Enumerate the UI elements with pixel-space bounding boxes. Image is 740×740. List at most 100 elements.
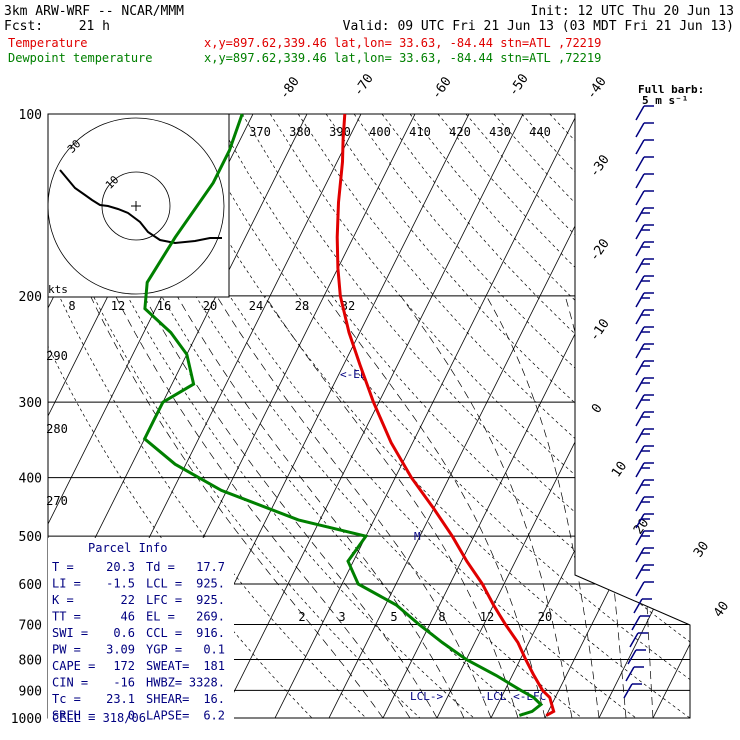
isotherm-line: [274, 114, 578, 718]
wind-barb-staff: [635, 190, 645, 206]
parcel-info-cell: SREH =: [52, 709, 95, 723]
init-time: Init: 12 UTC Thu 20 Jun 13: [531, 4, 735, 19]
wind-barb-staff: [635, 156, 645, 172]
mixing-ratio-labels: 2 3 5 8 12 20: [298, 610, 552, 624]
parcel-info-cell: SWEAT=: [146, 659, 189, 673]
wind-barb-staff: [635, 173, 645, 189]
wind-barb-staff: [635, 360, 645, 376]
wind-barb-staff: [635, 258, 645, 274]
speed-tick-label: 24: [249, 299, 263, 313]
mixing-ratio-label: 3: [338, 610, 345, 624]
isotherm-line: [220, 114, 524, 718]
wind-barb-staff: [635, 530, 645, 546]
wind-barb-staff: [635, 224, 645, 240]
theta-label: 420: [449, 125, 471, 139]
isotherm-label: -40: [584, 74, 610, 102]
parcel-info-cell: 172: [113, 659, 135, 673]
dewpoint-line: [142, 113, 544, 717]
parcel-info-cell: 16.: [203, 692, 225, 706]
isotherm-line: [328, 114, 632, 718]
pressure-labels: 100 200 300 400 500 600 700 800 900 1000: [11, 108, 42, 727]
wind-barb-staff: [635, 445, 645, 461]
isotherm-label: 10: [609, 459, 630, 480]
moist-adiabat: [564, 295, 627, 718]
parcel-info-cell: 17.7: [196, 560, 225, 574]
parcel-info-cell: 22: [121, 593, 135, 607]
isotherm-line: [598, 114, 690, 718]
parcel-info-bg: [48, 538, 234, 728]
theta-side-label: 280: [46, 422, 68, 436]
pressure-label: 700: [19, 618, 42, 633]
parcel-info-cell: SWI =: [52, 626, 88, 640]
mixing-ratio-label: 12: [480, 610, 494, 624]
parcel-info-panel: Parcel Info: [48, 538, 234, 728]
parcel-info-cell: SHEAR=: [146, 692, 189, 706]
hodograph: 30 10 kts: [47, 113, 230, 298]
wind-barb-staff: [635, 139, 645, 155]
pressure-label: 1000: [11, 712, 42, 727]
parcel-info-cell: PW =: [52, 643, 81, 657]
pressure-label: 400: [19, 472, 42, 487]
wind-barb-staff: [635, 479, 645, 495]
wind-barbs: [623, 105, 654, 699]
moist-adiabat: [400, 295, 573, 718]
theta-side-label: 270: [46, 494, 68, 508]
barb-legend-value: 5 m s⁻¹: [642, 94, 688, 107]
moist-adiabat: [264, 295, 519, 718]
theta-label: 440: [529, 125, 551, 139]
dry-adiabat: [158, 114, 690, 718]
wind-barb-staff: [629, 632, 639, 648]
parcel-info-cell: CIN =: [52, 676, 88, 690]
dry-adiabat: [437, 114, 690, 718]
dry-adiabat: [353, 114, 690, 718]
speed-tick-label: 20: [203, 299, 217, 313]
dry-adiabat: [521, 114, 690, 718]
dry-adiabat: [242, 114, 690, 718]
dry-adiabat: [297, 114, 690, 718]
hodograph-ring-outer: [47, 117, 225, 295]
isotherm-label: 30: [691, 539, 712, 560]
parcel-info-title: Parcel Info: [88, 541, 167, 555]
wind-barb-staff: [635, 292, 645, 308]
parcel-info-cell: TT =: [52, 610, 81, 624]
parcel-info-cell: LAPSE=: [146, 709, 189, 723]
wind-barb-staff: [635, 496, 645, 512]
parcel-info-cell: 6.2: [203, 709, 225, 723]
model-title: 3km ARW-WRF -- NCAR/MMM: [4, 4, 184, 19]
parcel-info-cell: 916.: [196, 626, 225, 640]
parcel-cell: CELL = 318/06: [52, 711, 146, 725]
wind-barb-staff: [635, 377, 645, 393]
isotherm-label: -70: [351, 71, 377, 99]
mixing-ratio-label: 2: [298, 610, 305, 624]
el-marker: <-EL: [340, 368, 367, 381]
hodograph-trace: [59, 169, 222, 245]
wind-barb-staff: [635, 411, 645, 427]
speed-ticks: 8 12 16 20 24 28 32: [68, 299, 355, 313]
isotherm-line: [382, 114, 686, 718]
parcel-info-cell: T =: [52, 560, 74, 574]
parcel-info-cell: 20.3: [106, 560, 135, 574]
isotherm-line: [544, 114, 690, 718]
barb-legend-title: Full barb:: [638, 83, 704, 96]
wind-barb-staff: [635, 513, 645, 529]
theta-label: 430: [489, 125, 511, 139]
legend-dewpoint: Dewpoint temperature: [8, 51, 153, 65]
parcel-info-rows: T = 20.3 Td = 17.7 LI = -1.5 LCL = 925. K = 22 LFC…: [52, 560, 225, 723]
isotherm-label: -10: [587, 316, 613, 344]
parcel-info-cell: 925.: [196, 593, 225, 607]
dry-adiabat: [269, 114, 690, 718]
wind-barb-staff: [635, 309, 645, 325]
theta-label: 380: [289, 125, 311, 139]
parcel-info-cell: 3.09: [106, 643, 135, 657]
theta-side-label: 290: [46, 349, 68, 363]
wind-barb-staff: [631, 615, 641, 631]
wind-barb-staff: [627, 649, 637, 665]
dry-adiabat: [549, 114, 690, 718]
lcl-lfc-marker: -LCL <-LFC: [480, 690, 546, 703]
temperature-line: [335, 113, 556, 717]
lcl-left-marker: LCL->: [410, 690, 443, 703]
moist-adiabat: [115, 295, 411, 718]
mixing-ratio-label: 8: [438, 610, 445, 624]
parcel-info-cell: K =: [52, 593, 74, 607]
